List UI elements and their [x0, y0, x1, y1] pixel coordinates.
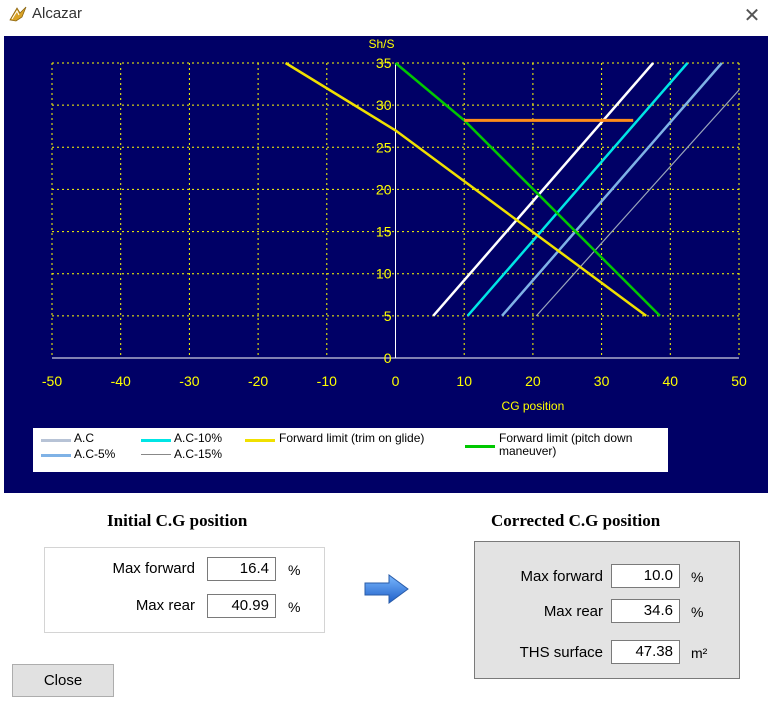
- legend-label-fwd-pitch-2: maneuver): [499, 444, 557, 458]
- series-line-a-c: [432, 62, 655, 317]
- corrected-max-forward-unit: %: [691, 569, 704, 585]
- legend-label-fwd-trim: Forward limit (trim on glide): [279, 431, 425, 445]
- initial-max-rear-label: Max rear: [135, 597, 195, 614]
- x-tick-label: 50: [731, 373, 747, 389]
- corrected-cg-title: Corrected C.G position: [491, 511, 661, 530]
- ths-surface-unit: m²: [691, 645, 708, 661]
- y-axis-title: Sh/S: [368, 37, 394, 51]
- x-tick-label: -10: [317, 373, 337, 389]
- y-tick-label: 35: [376, 55, 392, 71]
- x-tick-label: 30: [594, 373, 610, 389]
- series-line-a-c-5: [501, 62, 723, 317]
- initial-max-forward-label: Max forward: [112, 560, 195, 577]
- corrected-max-rear-label: Max rear: [543, 603, 603, 620]
- series-line-a-c-10: [466, 62, 689, 317]
- y-tick-label: 30: [376, 97, 392, 113]
- x-tick-label: -40: [111, 373, 131, 389]
- legend-swatch-ac5: [41, 454, 71, 457]
- legend-label-ac10: A.C-10%: [174, 431, 223, 445]
- corrected-max-rear-field[interactable]: 34.6: [611, 599, 680, 623]
- y-tick-label: 10: [376, 266, 392, 282]
- x-tick-label: 0: [392, 373, 400, 389]
- y-tick-label: 25: [376, 139, 392, 155]
- corrected-max-forward-field[interactable]: 10.0: [611, 564, 680, 588]
- close-button[interactable]: Close: [12, 664, 114, 697]
- close-icon[interactable]: ✕: [743, 5, 761, 27]
- y-tick-label: 15: [376, 224, 392, 240]
- y-tick-label: 0: [384, 350, 392, 366]
- x-tick-label: -30: [179, 373, 199, 389]
- initial-max-rear-field[interactable]: 40.99: [207, 594, 276, 618]
- title-bar: Alcazar ✕: [0, 0, 773, 28]
- ths-surface-field[interactable]: 47.38: [611, 640, 680, 664]
- corrected-max-rear-unit: %: [691, 604, 704, 620]
- corrected-cg-box: Max forward 10.0 % Max rear 34.6 % THS s…: [474, 541, 740, 679]
- x-tick-label: 20: [525, 373, 541, 389]
- series-line-forward-limit-trim-on-glide: [284, 61, 647, 317]
- x-tick-label: 10: [456, 373, 472, 389]
- corrected-max-forward-label: Max forward: [520, 568, 603, 585]
- initial-max-forward-unit: %: [288, 562, 301, 578]
- series-line-a-c-15: [535, 89, 740, 317]
- legend-swatch-ac15: [141, 454, 171, 455]
- legend-swatch-fwd-pitch: [465, 445, 495, 448]
- legend-label-ac5: A.C-5%: [74, 447, 116, 461]
- legend-label-fwd-pitch-1: Forward limit (pitch down: [499, 431, 633, 445]
- x-tick-label: 40: [663, 373, 679, 389]
- legend-swatch-ac: [41, 439, 71, 442]
- initial-max-forward-field[interactable]: 16.4: [207, 557, 276, 581]
- chart-legend: A.C A.C-5% A.C-10% A.C-15% Forward limit…: [33, 428, 668, 472]
- legend-label-ac15: A.C-15%: [174, 447, 223, 461]
- chart-panel: -50 -40 -30 -20 -10 0 10 20 30 40 50 0 5 10 15 20 25 30 35…: [4, 36, 768, 493]
- y-tick-label: 5: [384, 308, 392, 324]
- initial-cg-box: Max forward 16.4 % Max rear 40.99 %: [44, 547, 325, 633]
- cg-chart: -50 -40 -30 -20 -10 0 10 20 30 40 50 0 5 10 15 20 25 30 35…: [42, 37, 747, 413]
- y-tick-label: 20: [376, 181, 392, 197]
- alcazar-app-icon: [9, 6, 27, 22]
- initial-max-rear-unit: %: [288, 599, 301, 615]
- x-tick-label: -20: [248, 373, 268, 389]
- right-arrow-icon: [364, 574, 409, 604]
- legend-swatch-fwd-trim: [245, 439, 275, 442]
- legend-label-ac: A.C: [74, 431, 95, 445]
- window-title: Alcazar: [32, 5, 83, 22]
- ths-surface-label: THS surface: [519, 644, 603, 661]
- x-tick-label: -50: [42, 373, 62, 389]
- x-axis-title: CG position: [502, 399, 565, 413]
- initial-cg-title: Initial C.G position: [107, 511, 248, 530]
- legend-swatch-ac10: [141, 439, 171, 442]
